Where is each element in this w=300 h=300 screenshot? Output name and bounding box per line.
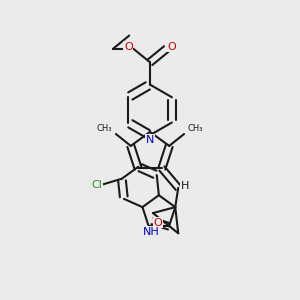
Text: O: O: [124, 42, 133, 52]
Text: NH: NH: [143, 227, 160, 237]
Text: O: O: [167, 42, 176, 52]
Text: CH₃: CH₃: [97, 124, 112, 133]
Text: H: H: [181, 181, 189, 191]
Text: CH₃: CH₃: [188, 124, 203, 133]
Text: O: O: [153, 218, 162, 227]
Text: Cl: Cl: [92, 180, 102, 190]
Text: N: N: [146, 135, 154, 145]
